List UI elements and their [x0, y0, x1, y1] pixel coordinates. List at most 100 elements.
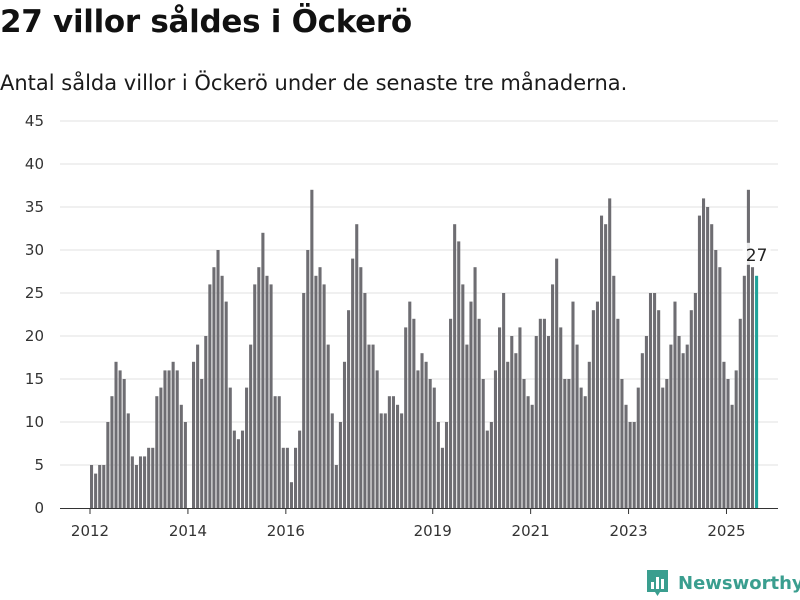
bar: [294, 447, 298, 508]
bar: [616, 318, 620, 508]
bar: [273, 396, 277, 508]
bar: [416, 370, 420, 508]
bar: [628, 422, 632, 508]
bar: [155, 396, 159, 508]
bar: [591, 310, 595, 508]
y-tick-label: 45: [25, 112, 44, 130]
bar: [661, 387, 665, 508]
bar: [669, 344, 673, 508]
bar: [653, 293, 657, 508]
bar: [310, 189, 314, 509]
bar: [94, 473, 98, 508]
bar: [542, 318, 546, 508]
y-tick-label: 15: [25, 370, 44, 388]
bar: [147, 447, 151, 508]
bar: [718, 267, 722, 508]
bar: [298, 430, 302, 508]
bar: [514, 353, 518, 508]
chart-subtitle: Antal sålda villor i Öckerö under de sen…: [0, 71, 628, 95]
bar: [420, 353, 424, 508]
bar: [106, 422, 110, 508]
y-tick-label: 0: [34, 499, 44, 517]
brand-logo[interactable]: Newsworthy: [645, 568, 800, 598]
bar: [587, 361, 591, 508]
chart-title: 27 villor såldes i Öckerö: [0, 4, 412, 40]
bar: [383, 413, 387, 508]
bar: [175, 370, 179, 508]
bar: [363, 293, 367, 508]
bar: [726, 379, 730, 508]
bar: [485, 430, 489, 508]
bar: [240, 430, 245, 508]
bar: [604, 224, 608, 508]
bar: [183, 422, 187, 508]
bar: [689, 310, 693, 508]
brand-name: Newsworthy: [678, 572, 800, 594]
bar: [473, 267, 477, 508]
bar: [477, 318, 481, 508]
bar: [432, 387, 436, 508]
bar: [506, 361, 510, 508]
bar: [400, 413, 404, 508]
bar: [612, 275, 616, 508]
bar: [518, 327, 522, 508]
y-tick-label: 10: [25, 413, 44, 431]
bar: [702, 198, 706, 508]
bar: [159, 387, 163, 508]
bar: [738, 318, 742, 508]
bar: [457, 241, 461, 508]
bar: [534, 336, 538, 508]
bar: [196, 344, 200, 508]
bar: [261, 232, 265, 509]
bar: [665, 379, 669, 508]
bar: [522, 379, 526, 508]
bar: [249, 344, 253, 508]
bar: [143, 456, 147, 508]
bar: [355, 224, 359, 508]
bar: [624, 404, 628, 508]
y-tick-label: 5: [34, 456, 44, 474]
bar: [595, 301, 599, 508]
bar: [138, 456, 143, 508]
bar: [122, 379, 126, 508]
bar: [481, 379, 485, 508]
bar: [693, 293, 697, 508]
bar: [257, 267, 261, 508]
bar: [151, 447, 155, 508]
bar: [396, 404, 400, 508]
x-tick-label: 2016: [267, 522, 305, 540]
bar: [379, 413, 383, 508]
y-tick-label: 35: [25, 198, 44, 216]
bar: [277, 396, 281, 508]
bar: [245, 387, 249, 508]
x-tick-label: 2014: [169, 522, 207, 540]
bar: [579, 387, 583, 508]
bar: [730, 404, 734, 508]
bar: [375, 370, 379, 508]
bar: [571, 301, 575, 508]
bar: [179, 404, 183, 508]
bar: [163, 370, 167, 508]
bar: [322, 284, 326, 508]
bar: [200, 379, 204, 508]
bar: [306, 250, 310, 508]
bar: [489, 422, 493, 508]
data-label: 27: [746, 246, 768, 266]
bar: [220, 275, 224, 508]
bar: [228, 387, 232, 508]
bar: [314, 275, 318, 508]
bar: [212, 267, 216, 508]
bar: [269, 284, 273, 508]
bar: [387, 396, 391, 508]
bar: [673, 301, 677, 508]
bar: [644, 336, 648, 508]
bar: [546, 336, 551, 508]
bar: [461, 284, 465, 508]
bar: [685, 344, 689, 508]
y-tick-label: 20: [25, 327, 44, 345]
bar: [102, 465, 106, 508]
bar: [583, 396, 587, 508]
bar: [408, 301, 412, 508]
bar: [750, 267, 755, 508]
bar: [493, 370, 497, 508]
